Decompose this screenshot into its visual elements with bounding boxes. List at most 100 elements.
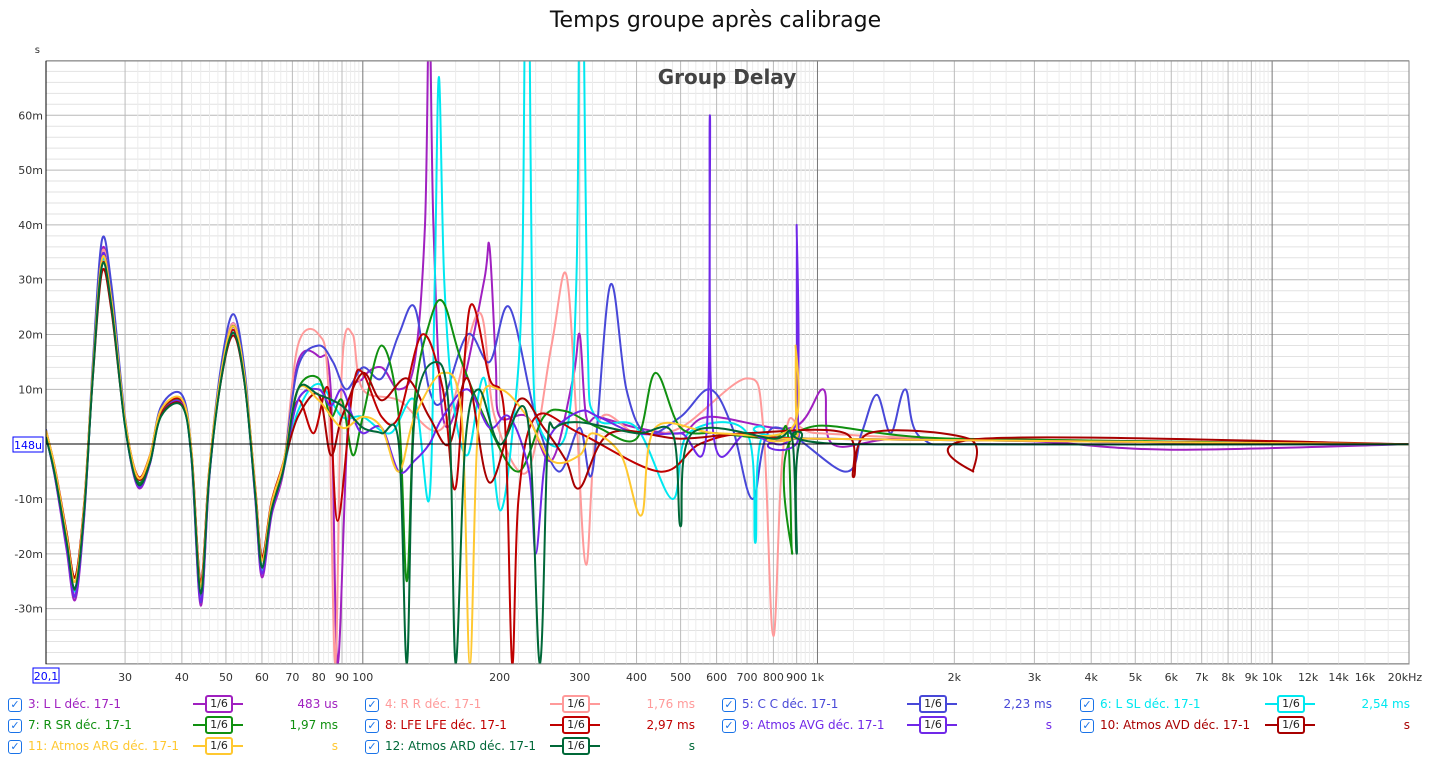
group-delay-chart[interactable]: 30 40 50 60 70 80 90 100 200 300 400 500 600 700 800 90… bbox=[0, 0, 1431, 690]
legend-checkbox[interactable]: ✓ bbox=[8, 719, 22, 733]
legend-value: s bbox=[1403, 718, 1410, 732]
series-line-7[interactable] bbox=[46, 114, 1409, 603]
legend-checkbox[interactable]: ✓ bbox=[1080, 719, 1094, 733]
x-tick-label: 700 bbox=[737, 671, 758, 684]
smoothing-button[interactable]: 1/6 bbox=[193, 737, 243, 755]
x-tick-label: 3k bbox=[1028, 671, 1042, 684]
smoothing-label: 1/6 bbox=[205, 716, 233, 734]
chart-title: Temps groupe après calibrage bbox=[549, 8, 882, 33]
smoothing-label: 1/6 bbox=[205, 695, 233, 713]
smoothing-button[interactable]: 1/6 bbox=[907, 695, 957, 713]
smoothing-button[interactable]: 1/6 bbox=[1265, 695, 1315, 713]
x-start-label: 20,1 bbox=[34, 670, 59, 683]
legend-item[interactable]: ✓ 6: L SL déc. 17-1 1/6 2,54 ms bbox=[1080, 695, 1430, 715]
legend-checkbox[interactable]: ✓ bbox=[365, 740, 379, 754]
x-tick-label: 500 bbox=[670, 671, 691, 684]
legend-value: 2,54 ms bbox=[1361, 697, 1410, 711]
legend-label: 10: Atmos AVD déc. 17-1 bbox=[1100, 718, 1251, 732]
cursor-y-box[interactable] bbox=[12, 436, 44, 453]
x-tick-label: 200 bbox=[489, 671, 510, 684]
legend-value: 1,97 ms bbox=[289, 718, 338, 732]
legend-checkbox[interactable]: ✓ bbox=[722, 719, 736, 733]
legend-label: 7: R SR déc. 17-1 bbox=[28, 718, 132, 732]
grid bbox=[46, 59, 1410, 664]
legend-value: s bbox=[1045, 718, 1052, 732]
x-tick-label: 5k bbox=[1129, 671, 1143, 684]
series-line-2[interactable] bbox=[46, 248, 1409, 664]
smoothing-button[interactable]: 1/6 bbox=[907, 716, 957, 734]
x-tick-label: 14k bbox=[1328, 671, 1349, 684]
y-tick-label: 10m bbox=[18, 383, 43, 396]
y-tick-label: 40m bbox=[18, 219, 43, 232]
x-tick-label: 9k bbox=[1245, 671, 1259, 684]
smoothing-button[interactable]: 1/6 bbox=[550, 716, 600, 734]
legend-label: 11: Atmos ARG déc. 17-1 bbox=[28, 739, 180, 753]
legend-item[interactable]: ✓ 5: C C déc. 17-1 1/6 2,23 ms bbox=[722, 695, 1072, 715]
series-line-4[interactable] bbox=[46, 0, 1409, 598]
legend-item[interactable]: ✓ 11: Atmos ARG déc. 17-1 1/6 s bbox=[8, 737, 358, 757]
legend-checkbox[interactable]: ✓ bbox=[8, 698, 22, 712]
y-tick-label: 50m bbox=[18, 164, 43, 177]
smoothing-button[interactable]: 1/6 bbox=[550, 737, 600, 755]
y-unit-label: s bbox=[35, 45, 40, 56]
smoothing-label: 1/6 bbox=[919, 695, 947, 713]
x-tick-label: 900 bbox=[786, 671, 807, 684]
legend-value: 2,23 ms bbox=[1003, 697, 1052, 711]
x-tick-label: 10k bbox=[1262, 671, 1283, 684]
x-tick-label: 800 bbox=[763, 671, 784, 684]
legend-item[interactable]: ✓ 9: Atmos AVG déc. 17-1 1/6 s bbox=[722, 716, 1072, 736]
legend-label: 6: L SL déc. 17-1 bbox=[1100, 697, 1201, 711]
y-tick-label: -30m bbox=[14, 603, 43, 616]
legend-checkbox[interactable]: ✓ bbox=[365, 719, 379, 733]
smoothing-label: 1/6 bbox=[205, 737, 233, 755]
smoothing-button[interactable]: 1/6 bbox=[1265, 716, 1315, 734]
legend-item[interactable]: ✓ 12: Atmos ARD déc. 17-1 1/6 s bbox=[365, 737, 715, 757]
smoothing-button[interactable]: 1/6 bbox=[550, 695, 600, 713]
x-tick-label: 12k bbox=[1298, 671, 1319, 684]
series-line-10[interactable] bbox=[46, 261, 1409, 664]
legend-item[interactable]: ✓ 4: R R déc. 17-1 1/6 1,76 ms bbox=[365, 695, 715, 715]
y-tick-label: -10m bbox=[14, 493, 43, 506]
x-tick-label: 4k bbox=[1085, 671, 1099, 684]
cursor-y-label: 148u bbox=[14, 439, 42, 452]
x-tick-label: 60 bbox=[255, 671, 269, 684]
legend-checkbox[interactable]: ✓ bbox=[8, 740, 22, 754]
x-tick-label: 50 bbox=[219, 671, 233, 684]
x-tick-label: 2k bbox=[948, 671, 962, 684]
legend-value: s bbox=[331, 739, 338, 753]
x-tick-label: 30 bbox=[118, 671, 132, 684]
series-line-9[interactable] bbox=[46, 255, 1409, 664]
y-tick-label: -20m bbox=[14, 548, 43, 561]
x-tick-label: 40 bbox=[175, 671, 189, 684]
legend-item[interactable]: ✓ 3: L L déc. 17-1 1/6 483 us bbox=[8, 695, 358, 715]
smoothing-button[interactable]: 1/6 bbox=[193, 695, 243, 713]
smoothing-label: 1/6 bbox=[1277, 695, 1305, 713]
x-tick-label: 300 bbox=[569, 671, 590, 684]
legend-item[interactable]: ✓ 8: LFE LFE déc. 17-1 1/6 2,97 ms bbox=[365, 716, 715, 736]
legend-value: 1,76 ms bbox=[646, 697, 695, 711]
series-line-6[interactable] bbox=[46, 260, 1409, 665]
legend-label: 9: Atmos AVG déc. 17-1 bbox=[742, 718, 885, 732]
y-tick-label: 30m bbox=[18, 274, 43, 287]
legend-value: s bbox=[688, 739, 695, 753]
legend-item[interactable]: ✓ 10: Atmos AVD déc. 17-1 1/6 s bbox=[1080, 716, 1430, 736]
x-tick-label: 16k bbox=[1355, 671, 1376, 684]
x-tick-label: 8k bbox=[1221, 671, 1235, 684]
x-tick-label: 6k bbox=[1165, 671, 1179, 684]
legend-item[interactable]: ✓ 7: R SR déc. 17-1 1/6 1,97 ms bbox=[8, 716, 358, 736]
axis-ticks: 30 40 50 60 70 80 90 100 200 300 400 500 600 700 800 90… bbox=[14, 109, 1422, 684]
legend-checkbox[interactable]: ✓ bbox=[1080, 698, 1094, 712]
plot-frame bbox=[45, 60, 1410, 665]
x-tick-label: 400 bbox=[626, 671, 647, 684]
legend-checkbox[interactable]: ✓ bbox=[365, 698, 379, 712]
smoothing-button[interactable]: 1/6 bbox=[193, 716, 243, 734]
smoothing-label: 1/6 bbox=[562, 716, 590, 734]
x-tick-label: 100 bbox=[352, 671, 373, 684]
smoothing-label: 1/6 bbox=[562, 695, 590, 713]
x-start-box[interactable] bbox=[32, 667, 60, 684]
legend-checkbox[interactable]: ✓ bbox=[722, 698, 736, 712]
legend-label: 3: L L déc. 17-1 bbox=[28, 697, 121, 711]
legend-value: 2,97 ms bbox=[646, 718, 695, 732]
legend-label: 12: Atmos ARD déc. 17-1 bbox=[385, 739, 536, 753]
legend-label: 8: LFE LFE déc. 17-1 bbox=[385, 718, 507, 732]
